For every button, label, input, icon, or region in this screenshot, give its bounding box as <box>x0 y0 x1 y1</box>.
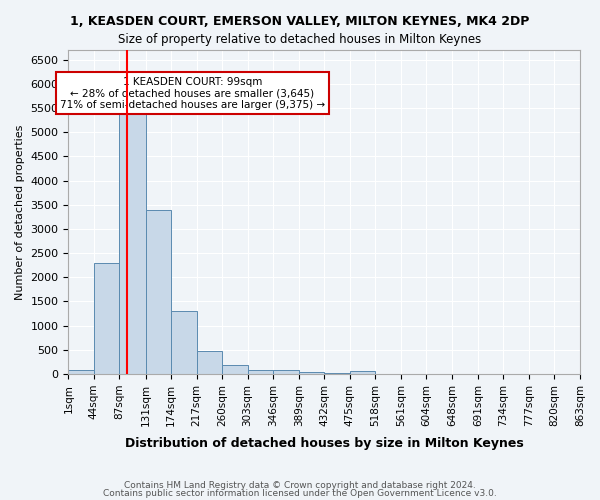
Text: Contains HM Land Registry data © Crown copyright and database right 2024.: Contains HM Land Registry data © Crown c… <box>124 481 476 490</box>
Bar <box>324 372 350 374</box>
Bar <box>350 371 375 374</box>
Text: Contains public sector information licensed under the Open Government Licence v3: Contains public sector information licen… <box>103 488 497 498</box>
Bar <box>94 263 119 374</box>
Bar <box>222 365 248 374</box>
Text: 1, KEASDEN COURT, EMERSON VALLEY, MILTON KEYNES, MK4 2DP: 1, KEASDEN COURT, EMERSON VALLEY, MILTON… <box>70 15 530 28</box>
Text: 1 KEASDEN COURT: 99sqm
← 28% of detached houses are smaller (3,645)
71% of semi-: 1 KEASDEN COURT: 99sqm ← 28% of detached… <box>60 76 325 110</box>
Bar <box>68 370 94 374</box>
Bar <box>273 370 299 374</box>
X-axis label: Distribution of detached houses by size in Milton Keynes: Distribution of detached houses by size … <box>125 437 524 450</box>
Bar <box>171 311 197 374</box>
Bar <box>146 210 171 374</box>
Bar <box>197 351 222 374</box>
Text: Size of property relative to detached houses in Milton Keynes: Size of property relative to detached ho… <box>118 32 482 46</box>
Bar <box>248 370 273 374</box>
Bar <box>299 372 324 374</box>
Y-axis label: Number of detached properties: Number of detached properties <box>15 124 25 300</box>
Bar <box>119 110 146 374</box>
